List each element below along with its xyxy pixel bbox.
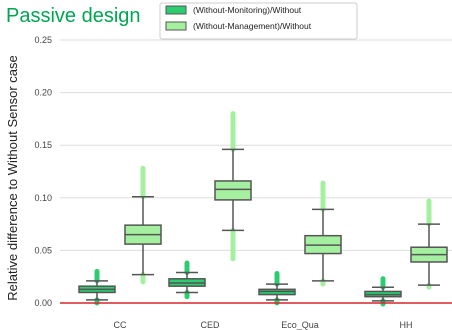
box-group [410, 198, 448, 290]
legend-box [159, 2, 358, 40]
box-group [124, 165, 162, 285]
y-tick-label: 0.15 [34, 140, 52, 150]
y-tick-label: 0.05 [34, 245, 52, 255]
box-group [214, 111, 252, 262]
x-tick-label: CC [114, 320, 127, 330]
y-ticks: 0.00 0.05 0.10 0.15 0.20 0.25 [34, 35, 52, 308]
y-tick-label: 0.25 [34, 35, 52, 45]
x-tick-label: HH [400, 320, 413, 330]
box-group [78, 268, 116, 306]
y-tick-label: 0.00 [34, 298, 52, 308]
legend-swatch [165, 5, 187, 15]
box-group [364, 276, 402, 307]
legend-swatch [165, 21, 187, 31]
x-tick-label: CED [200, 320, 220, 330]
box-group [168, 260, 206, 300]
box-series [78, 111, 448, 307]
y-tick-label: 0.10 [34, 193, 52, 203]
page-title: Passive design [6, 5, 141, 27]
legend: (Without-Monitoring)/Without (Without-Man… [159, 2, 358, 40]
x-tick-label: Eco_Qua [281, 320, 319, 330]
box-iqr [214, 180, 252, 201]
legend-label: (Without-Monitoring)/Without [193, 5, 302, 15]
box-group [304, 180, 342, 287]
legend-label: (Without-Management)/Without [193, 21, 312, 31]
y-axis-label: Relative difference to Without Sensor ca… [5, 55, 20, 300]
x-ticks: CC CED Eco_Qua HH [114, 320, 413, 330]
y-tick-label: 0.20 [34, 88, 52, 98]
plot-area [60, 40, 452, 315]
